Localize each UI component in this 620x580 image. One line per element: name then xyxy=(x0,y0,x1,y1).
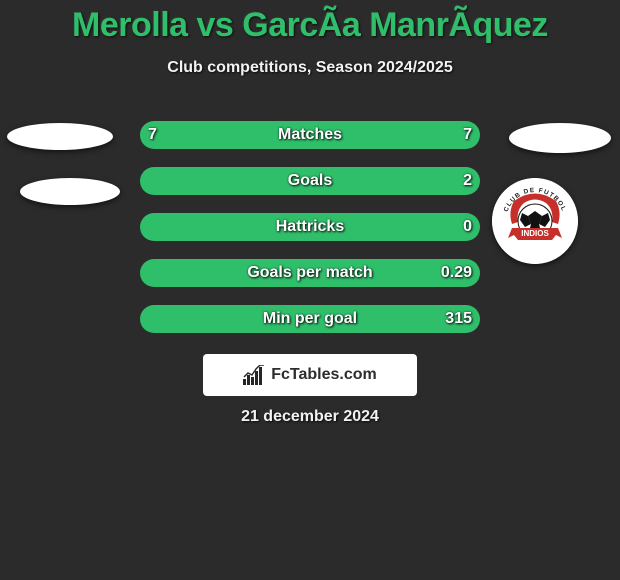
stat-bar xyxy=(140,259,480,287)
date-text: 21 december 2024 xyxy=(0,408,620,426)
stat-left-value: 7 xyxy=(148,121,157,149)
stats-table: 7 Matches 7 Goals 2 Hattricks 0 Goals pe… xyxy=(0,112,620,342)
stat-row: Goals 2 xyxy=(0,158,620,204)
stat-row: Goals per match 0.29 xyxy=(0,250,620,296)
stat-right-value: 315 xyxy=(445,305,472,333)
stat-row: 7 Matches 7 xyxy=(0,112,620,158)
page-title: Merolla vs GarcÃ­a ManrÃ­quez xyxy=(0,0,620,45)
stat-bar xyxy=(140,213,480,241)
stat-right-value: 0.29 xyxy=(441,259,472,287)
stat-bar xyxy=(140,167,480,195)
stat-bar xyxy=(140,305,480,333)
fctables-text: FcTables.com xyxy=(271,366,377,384)
fctables-watermark: FcTables.com xyxy=(203,354,417,396)
stat-right-value: 2 xyxy=(463,167,472,195)
bar-chart-icon xyxy=(243,365,265,385)
page: Merolla vs GarcÃ­a ManrÃ­quez Club compe… xyxy=(0,0,620,580)
page-subtitle: Club competitions, Season 2024/2025 xyxy=(0,59,620,77)
stat-right-value: 7 xyxy=(463,121,472,149)
stat-row: Hattricks 0 xyxy=(0,204,620,250)
stat-right-value: 0 xyxy=(463,213,472,241)
stat-bar xyxy=(140,121,480,149)
stat-row: Min per goal 315 xyxy=(0,296,620,342)
